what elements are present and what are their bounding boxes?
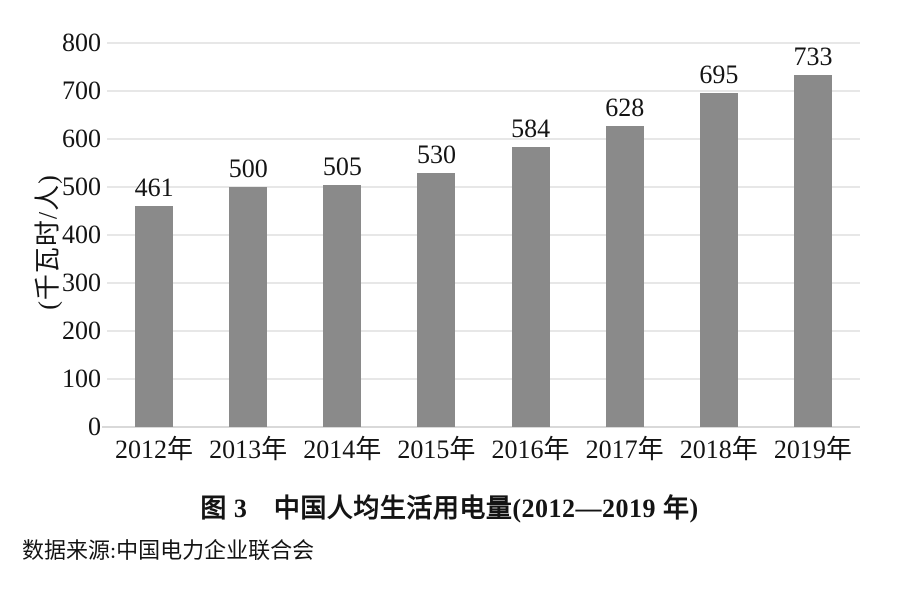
- bar: [417, 172, 456, 427]
- bar-value-label: 584: [511, 113, 551, 143]
- bar-value-label: 628: [605, 92, 645, 122]
- bar: [511, 146, 550, 427]
- bar-value-label: 695: [699, 60, 739, 90]
- y-tick-label: 300: [62, 268, 101, 297]
- gridline: [107, 330, 860, 332]
- x-tick-label: 2013年: [209, 435, 288, 464]
- gridline: [107, 186, 860, 188]
- x-tick-label: 2017年: [585, 435, 664, 464]
- x-tick-label: 2015年: [397, 435, 476, 464]
- y-tick-label: 200: [62, 316, 101, 345]
- bar: [135, 205, 174, 427]
- bar-chart: (千瓦时/人) 0 100 200 300 400 500 600 700 800 461 2012…: [34, 28, 860, 464]
- gridline: [107, 90, 860, 92]
- gridline: [107, 282, 860, 284]
- data-source-note: 数据来源:中国电力企业联合会: [22, 538, 315, 563]
- bar-value-label: 505: [322, 151, 362, 181]
- x-tick-label: 2019年: [773, 435, 852, 464]
- y-tick-label: 500: [62, 172, 101, 201]
- y-tick-label: 100: [62, 364, 101, 393]
- x-tick-label: 2018年: [679, 435, 758, 464]
- bar: [605, 125, 644, 427]
- bar-value-label: 461: [134, 172, 174, 202]
- gridline: [107, 138, 860, 140]
- gridline: [107, 378, 860, 380]
- bar: [323, 184, 362, 427]
- bar-value-label: 733: [793, 42, 833, 72]
- y-tick-label: 700: [62, 76, 101, 105]
- bar: [793, 75, 832, 427]
- x-tick-label: 2012年: [115, 435, 194, 464]
- bar-value-label: 530: [416, 139, 456, 169]
- y-tick-label: 800: [62, 28, 101, 57]
- x-axis-line: [102, 426, 860, 428]
- figure-caption: 图 3 中国人均生活用电量(2012—2019 年): [200, 494, 699, 523]
- gridline: [107, 42, 860, 44]
- bar-value-label: 500: [228, 154, 268, 183]
- y-tick-label: 0: [88, 412, 101, 441]
- y-tick-label: 400: [62, 220, 101, 249]
- x-tick-label: 2014年: [303, 435, 382, 464]
- y-tick-label: 600: [62, 124, 101, 153]
- bar: [229, 187, 268, 427]
- bar: [699, 93, 738, 427]
- gridline: [107, 234, 860, 236]
- x-tick-label: 2016年: [491, 435, 570, 464]
